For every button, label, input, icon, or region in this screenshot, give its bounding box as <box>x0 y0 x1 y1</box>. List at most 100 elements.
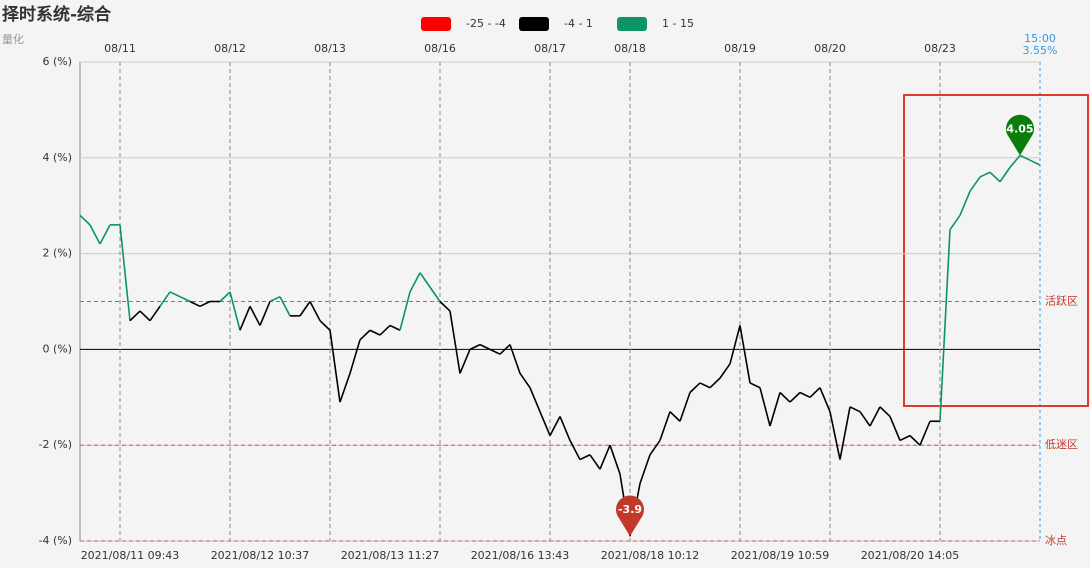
line-segment <box>869 406 881 427</box>
line-segment <box>839 406 851 460</box>
x-bottom-label: 2021/08/12 10:37 <box>211 549 310 562</box>
line-segment <box>239 305 251 331</box>
line-segment <box>119 224 131 321</box>
line-segment <box>709 377 721 389</box>
line-segment <box>129 310 141 322</box>
chart-title: 择时系统-综合 <box>2 4 112 25</box>
x-tick-label: 08/23 <box>924 42 956 55</box>
line-segment <box>739 325 751 384</box>
zone-label: 低迷区 <box>1045 438 1078 451</box>
line-segment <box>509 344 521 374</box>
line-segment <box>309 301 321 322</box>
line-segment <box>419 272 431 288</box>
highlight-box <box>903 94 1089 407</box>
line-segment <box>149 305 161 322</box>
zone-label: 冰点 <box>1045 534 1067 547</box>
line-segment <box>569 440 581 460</box>
line-segment <box>139 310 151 322</box>
line-segment <box>879 406 891 418</box>
line-segment <box>389 324 401 331</box>
pin-label: -3.9 <box>618 503 642 516</box>
line-segment <box>249 305 261 326</box>
line-segment <box>579 454 591 461</box>
last-time: 15:00 <box>1024 32 1056 45</box>
line-segment <box>769 392 781 427</box>
line-segment <box>409 272 421 293</box>
x-tick-label: 08/16 <box>424 42 456 55</box>
line-segment <box>369 329 381 336</box>
y-tick-label: 2 (%) <box>42 247 72 260</box>
line-segment <box>189 300 201 308</box>
x-bottom-label: 2021/08/13 11:27 <box>341 549 440 562</box>
y-tick-label: 0 (%) <box>42 342 72 355</box>
line-segment <box>699 382 711 389</box>
last-value: 3.55% <box>1023 44 1058 57</box>
legend-swatch <box>519 17 549 31</box>
line-segment <box>609 444 621 475</box>
line-segment <box>399 291 411 331</box>
y-tick-label: -4 (%) <box>39 534 73 547</box>
line-segment <box>989 171 1001 183</box>
line-segment <box>469 343 481 351</box>
x-tick-label: 08/12 <box>214 42 246 55</box>
line-segment <box>219 291 231 303</box>
line-segment <box>359 329 371 341</box>
zone-label: 活跃区 <box>1045 294 1078 308</box>
line-segment <box>479 343 491 351</box>
line-segment <box>679 392 691 422</box>
line-segment <box>949 214 961 231</box>
line-segment <box>809 387 821 398</box>
line-segment <box>529 387 541 412</box>
legend-swatch <box>617 17 647 31</box>
line-segment <box>659 411 671 441</box>
line-segment <box>169 291 181 298</box>
line-segment <box>689 382 701 394</box>
line-segment <box>339 373 351 403</box>
line-segment <box>539 411 551 436</box>
line-segment <box>969 176 981 192</box>
line-segment <box>549 416 561 436</box>
y-tick-label: 4 (%) <box>42 151 72 164</box>
line-segment <box>499 344 511 355</box>
line-segment <box>729 325 741 364</box>
line-segment <box>589 454 601 470</box>
line-segment <box>1009 154 1021 168</box>
line-segment <box>859 411 871 427</box>
x-tick-label: 08/11 <box>104 42 136 55</box>
line-segment <box>919 420 931 446</box>
line-segment <box>719 363 731 379</box>
line-segment <box>819 387 831 412</box>
x-bottom-label: 2021/08/16 13:43 <box>471 549 570 562</box>
line-segment <box>759 387 771 427</box>
x-bottom-label: 2021/08/18 10:12 <box>601 549 700 562</box>
line-segment <box>749 382 761 389</box>
x-tick-label: 08/13 <box>314 42 346 55</box>
line-segment <box>279 296 291 317</box>
line-segment <box>559 416 571 441</box>
line-segment <box>999 166 1011 183</box>
line-segment <box>599 444 611 470</box>
x-bottom-label: 2021/08/19 10:59 <box>731 549 830 562</box>
line-segment <box>979 171 991 178</box>
line-segment <box>319 320 331 331</box>
value-pin <box>1006 114 1035 156</box>
line-segment <box>379 324 391 336</box>
line-segment <box>99 224 111 245</box>
legend-label: -25 - -4 <box>466 17 506 30</box>
x-tick-label: 08/17 <box>534 42 566 55</box>
line-segment <box>439 300 451 312</box>
line-segment <box>899 434 911 442</box>
line-segment <box>829 411 841 460</box>
line-segment <box>79 214 91 226</box>
line-segment <box>459 349 471 374</box>
line-segment <box>489 348 501 355</box>
line-segment <box>909 435 921 446</box>
value-pin <box>616 495 644 537</box>
subtitle: 量化 <box>2 32 24 46</box>
line-segment <box>649 439 661 456</box>
line-segment <box>639 454 651 484</box>
line-segment <box>229 291 241 331</box>
line-segment <box>1029 159 1041 166</box>
line-segment <box>1019 154 1031 161</box>
